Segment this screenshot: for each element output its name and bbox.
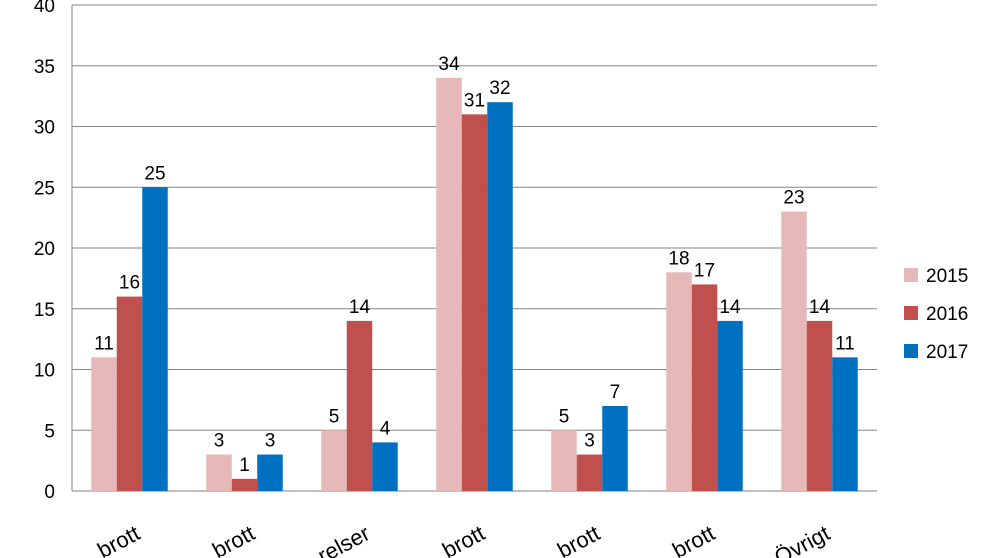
bar-2015 (321, 430, 347, 491)
bar-2016 (346, 320, 373, 491)
bar-2015 (206, 454, 232, 491)
y-tick-label: 40 (34, 0, 55, 17)
data-label: 7 (610, 382, 621, 403)
bar-2015 (91, 357, 117, 491)
bar-2015 (551, 430, 577, 491)
bar-2016 (231, 478, 258, 491)
legend-swatch-2017 (904, 344, 918, 358)
x-category-label: …brott (419, 520, 489, 558)
bar-2017 (257, 454, 283, 491)
data-label: 11 (835, 333, 855, 354)
bar-2017 (717, 320, 743, 491)
bar-2016 (806, 320, 833, 491)
data-label: 32 (489, 78, 510, 99)
y-tick-label: 10 (34, 361, 55, 382)
x-category-label: …brott (189, 520, 259, 558)
data-label: 3 (265, 431, 276, 452)
x-category-label: Övrigt (770, 520, 834, 558)
y-axis-ticks: 0 5 10 15 20 25 30 35 40 (34, 0, 55, 503)
bars (91, 77, 858, 492)
data-label: 16 (119, 273, 140, 294)
bar-2016 (116, 296, 143, 491)
x-category-label: …brott (74, 520, 144, 558)
bar-2015 (781, 211, 807, 492)
x-category-label: …relser (294, 520, 374, 558)
x-category-label: …brott (649, 520, 719, 558)
y-tick-label: 15 (34, 300, 55, 321)
legend-label: 2017 (926, 342, 968, 363)
data-label: 4 (380, 418, 391, 439)
data-label: 18 (668, 248, 689, 269)
data-label: 31 (464, 90, 485, 111)
data-label: 1 (239, 455, 250, 476)
legend: 2015 2016 2017 (904, 266, 968, 363)
y-tick-label: 0 (44, 482, 55, 503)
bar-2016 (691, 284, 718, 491)
bar-2016 (576, 454, 603, 491)
y-tick-label: 35 (34, 57, 55, 78)
legend-label: 2016 (926, 304, 968, 325)
bar-2017 (487, 102, 513, 491)
data-label: 5 (329, 406, 340, 427)
bar-2015 (666, 272, 692, 491)
data-label: 14 (349, 297, 371, 318)
data-label: 25 (144, 163, 165, 184)
bar-2016 (461, 114, 488, 491)
bar-2017 (142, 187, 168, 491)
data-label: 3 (214, 431, 225, 452)
data-label: 17 (694, 260, 715, 281)
y-tick-label: 20 (34, 239, 55, 260)
data-label: 34 (438, 54, 460, 75)
x-category-label: …brott (534, 520, 604, 558)
legend-swatch-2016 (904, 306, 918, 320)
data-label: 3 (584, 431, 595, 452)
legend-label: 2015 (926, 266, 968, 287)
y-tick-label: 30 (34, 118, 55, 139)
bar-2017 (832, 357, 858, 491)
data-label: 23 (783, 188, 804, 209)
bar-2017 (602, 405, 628, 491)
x-axis-categories: …brott …brott …relser …brott …brott …brott Övr… (74, 520, 834, 558)
data-label: 11 (94, 333, 114, 354)
bar-2017 (372, 442, 398, 491)
bar-2015 (436, 77, 462, 492)
data-label: 5 (559, 406, 570, 427)
y-tick-label: 5 (44, 421, 55, 442)
y-tick-label: 25 (34, 178, 55, 199)
data-label: 14 (809, 297, 831, 318)
legend-swatch-2015 (904, 268, 918, 282)
data-label: 14 (719, 297, 741, 318)
